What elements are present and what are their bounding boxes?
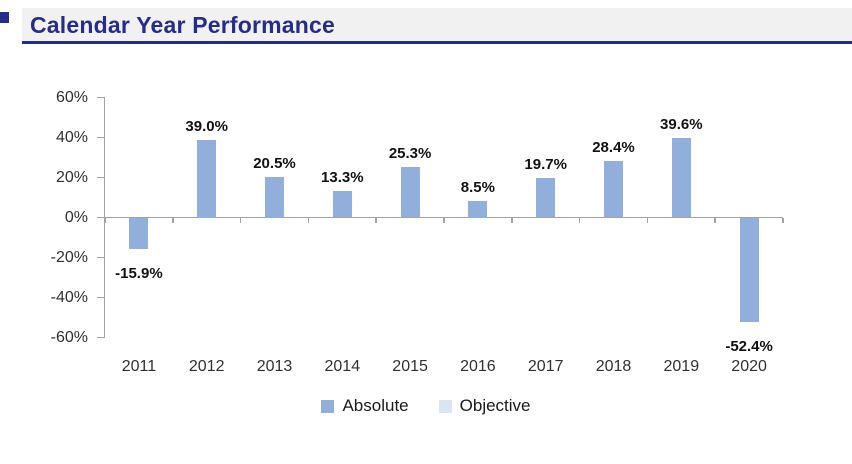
x-axis-tick xyxy=(646,217,649,223)
corner-accent-square xyxy=(0,12,9,23)
bar-2019 xyxy=(671,138,691,218)
bar-2014 xyxy=(332,190,352,218)
y-axis-tick xyxy=(97,216,105,219)
x-axis-tick xyxy=(782,217,784,223)
x-axis-label-2016: 2016 xyxy=(460,358,496,375)
value-label-2013: 20.5% xyxy=(253,154,296,172)
x-axis-tick xyxy=(239,217,242,223)
y-axis-tick-label: -20% xyxy=(50,248,88,266)
y-axis-tick-label: 40% xyxy=(55,128,88,146)
value-label-2014: 13.3% xyxy=(321,168,364,186)
y-axis-tick-label: -60% xyxy=(50,328,88,346)
x-axis-tick xyxy=(375,217,377,223)
value-label-2019: 39.6% xyxy=(660,116,703,134)
chart-legend: Absolute Objective xyxy=(0,396,852,416)
x-axis-tick xyxy=(578,217,581,223)
legend-swatch-absolute xyxy=(321,399,335,413)
x-axis-label-2018: 2018 xyxy=(595,358,632,375)
page-title: Calendar Year Performance xyxy=(30,12,336,38)
value-label-2017: 19.7% xyxy=(524,156,567,174)
legend-label-objective: Objective xyxy=(459,396,531,415)
legend-label-absolute: Absolute xyxy=(342,396,409,415)
bar-2013 xyxy=(265,176,284,218)
x-axis-tick xyxy=(104,217,106,223)
x-axis-label-2012: 2012 xyxy=(188,358,225,375)
x-axis-label-2011: 2011 xyxy=(121,358,157,375)
x-axis-label-2013: 2013 xyxy=(256,358,293,375)
x-axis-tick xyxy=(307,217,310,223)
bar-2020 xyxy=(739,217,759,323)
y-axis-tick xyxy=(97,256,105,259)
legend-swatch-objective xyxy=(438,399,452,413)
x-axis-label-2017: 2017 xyxy=(527,358,564,375)
value-label-2016: 8.5% xyxy=(460,178,495,196)
x-axis-tick xyxy=(172,217,174,223)
y-axis-tick xyxy=(97,96,105,99)
bar-2017 xyxy=(536,178,556,218)
y-axis-tick-label: -40% xyxy=(50,288,88,306)
bar-2015 xyxy=(400,166,420,218)
value-label-2012: 39.0% xyxy=(185,117,228,135)
x-axis-tick xyxy=(443,217,445,223)
x-axis-label-2019: 2019 xyxy=(663,358,700,375)
bar-2012 xyxy=(197,139,217,218)
y-axis-tick-label: 60% xyxy=(55,88,88,106)
bar-2011 xyxy=(129,217,149,250)
x-axis-label-2014: 2014 xyxy=(324,358,361,375)
y-axis-tick xyxy=(97,136,105,139)
x-axis-tick xyxy=(511,217,513,223)
bar-2016 xyxy=(468,200,488,218)
bar-2018 xyxy=(604,160,623,218)
legend-item-objective: Objective xyxy=(438,396,531,416)
value-label-2018: 28.4% xyxy=(592,138,635,156)
y-axis-tick-label: 20% xyxy=(55,168,88,186)
x-axis-tick xyxy=(714,217,716,223)
y-axis-tick-label: 0% xyxy=(64,208,88,226)
y-axis-tick xyxy=(97,336,105,339)
y-axis-tick xyxy=(97,296,105,299)
y-axis-tick xyxy=(97,176,105,179)
legend-item-absolute: Absolute xyxy=(321,396,409,416)
value-label-2015: 25.3% xyxy=(388,144,432,162)
value-label-2020: -52.4% xyxy=(725,338,773,356)
header-bar: Calendar Year Performance xyxy=(22,8,852,44)
x-axis-label-2015: 2015 xyxy=(392,358,428,375)
x-axis-label-2020: 2020 xyxy=(731,358,767,375)
value-label-2011: -15.9% xyxy=(115,265,163,283)
